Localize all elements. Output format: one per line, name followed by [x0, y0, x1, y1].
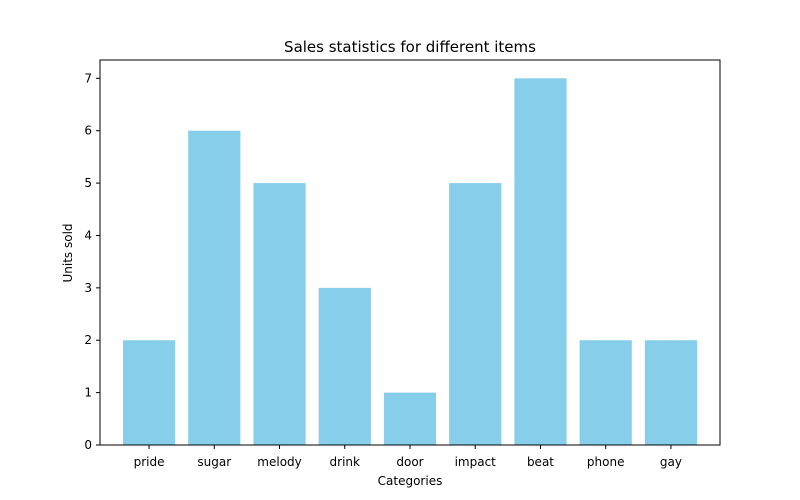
- bars-group: [122, 78, 698, 445]
- x-axis-label: Categories: [378, 474, 443, 488]
- bar-phone: [579, 340, 632, 445]
- y-tick-label: 3: [84, 281, 92, 295]
- bar-drink: [318, 287, 371, 445]
- y-tick-label: 5: [84, 176, 92, 190]
- y-tick-label: 1: [84, 386, 92, 400]
- y-ticks-group: 0 1 2 3 4 5 6 7: [84, 71, 100, 452]
- bar-gay: [644, 340, 698, 445]
- x-tick-label: drink: [330, 455, 360, 469]
- y-tick-label: 4: [84, 228, 92, 242]
- bar-door: [383, 392, 437, 445]
- bar-impact: [449, 183, 502, 445]
- x-tick-label: beat: [527, 455, 554, 469]
- x-tick-label: impact: [455, 455, 497, 469]
- chart-title: Sales statistics for different items: [284, 38, 536, 56]
- plot-frame: [99, 59, 721, 446]
- bar-melody: [253, 183, 306, 445]
- y-tick-label: 6: [84, 124, 92, 138]
- y-axis-label: Units sold: [61, 223, 75, 282]
- bar-beat: [514, 78, 567, 445]
- x-tick-label: gay: [660, 455, 682, 469]
- y-tick-label: 2: [84, 333, 92, 347]
- x-tick-label: sugar: [197, 455, 231, 469]
- bar-pride: [122, 340, 176, 445]
- x-tick-label: phone: [587, 455, 625, 469]
- x-ticks-group: pride sugar melody drink door impact beat phone…: [134, 445, 682, 469]
- x-tick-label: door: [396, 455, 423, 469]
- y-tick-label: 0: [84, 438, 92, 452]
- x-tick-label: melody: [257, 455, 301, 469]
- bar-sugar: [188, 130, 241, 445]
- y-tick-label: 7: [84, 71, 92, 85]
- x-tick-label: pride: [134, 455, 165, 469]
